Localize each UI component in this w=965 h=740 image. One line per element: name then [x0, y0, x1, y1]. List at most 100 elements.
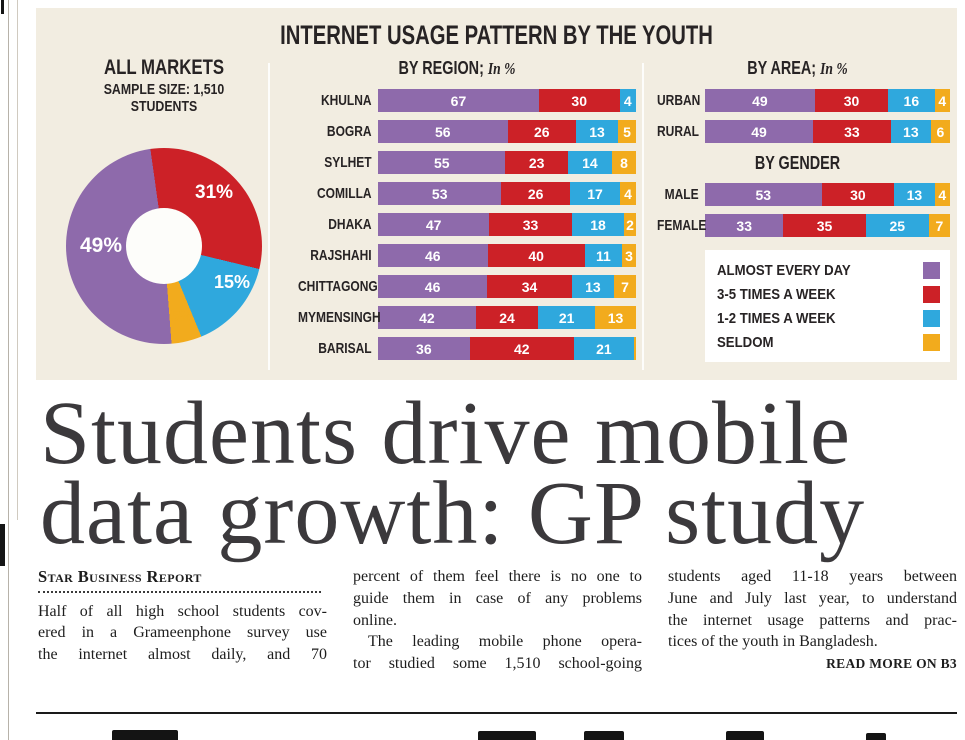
category-label: MALE [664, 186, 699, 203]
article-line: students aged 11-18 years between [668, 568, 957, 585]
bar-segment-1-2-times-a-week: 13 [571, 275, 614, 298]
article-line: tices of the youth in Bangladesh. [668, 633, 878, 651]
bar-segment-seldom: 4 [934, 89, 950, 112]
bar-segment-3-5-times-a-week: 30 [538, 89, 620, 112]
bar-segment-1-2-times-a-week: 13 [890, 120, 931, 143]
article-line: guide them in case of any problems [353, 589, 642, 607]
bar-row: RAJSHAHI 46 40 11 3 [278, 244, 636, 267]
legend-swatch-3-5-times [923, 285, 940, 303]
article-line: tor studied some 1,510 school-going [353, 655, 642, 673]
article-column-text: percent of them feel there is no one to g… [353, 566, 642, 675]
bar-segment-3-5-times-a-week: 34 [487, 275, 572, 298]
read-more-note: READ MORE ON B3 [826, 656, 957, 672]
by-gender-header: BY GENDER [676, 153, 920, 174]
pie-label-almost-every-day: 49% [80, 234, 123, 257]
bar-row: DHAKA 47 33 18 2 [278, 213, 636, 236]
bar-segment-almost-every-day: 49 [705, 89, 815, 112]
bar-segment-almost-every-day: 46 [378, 244, 488, 267]
article-column-text: Half of all high school students cov-ere… [38, 601, 327, 666]
page-edge-rule [8, 0, 9, 740]
bar-row: URBAN 49 30 16 4 [645, 89, 950, 112]
article-column-text: students aged 11-18 years between June an… [668, 566, 957, 653]
article-line: The leading mobile phone opera- [368, 633, 642, 651]
bar-segment-1-2-times-a-week: 14 [567, 151, 612, 174]
article-line: Half of all high school students cov- [38, 602, 327, 620]
by-area-section: BY AREA; In % URBAN 49 30 16 4 RURAL 49 33 13 6 B… [645, 58, 951, 362]
bar-segment-seldom: 6 [930, 120, 950, 143]
by-area-header: BY AREA; In % [676, 58, 920, 79]
bar-row: CHITTAGONG 46 34 13 7 [278, 275, 636, 298]
legend-label-3-5-times: 3-5 TIMES A WEEK [717, 285, 836, 303]
infographic-title: INTERNET USAGE PATTERN BY THE YOUTH [280, 20, 713, 50]
bar-segment-3-5-times-a-week: 26 [507, 120, 576, 143]
bar-segment-seldom: 13 [594, 306, 636, 329]
article-column-1: Star Business Report Half of all high sc… [38, 566, 327, 675]
pie-label-3-5-times: 31% [195, 182, 234, 203]
bar-segment-seldom: 4 [934, 183, 951, 206]
category-label: BARISAL [318, 340, 372, 357]
bar-segment-seldom: 3 [622, 244, 636, 267]
bar-segment-seldom: 7 [613, 275, 636, 298]
cutoff-content-fragment [584, 731, 624, 740]
by-gender-bars: MALE 53 30 13 4 FEMALE 33 35 25 7 [645, 183, 951, 237]
bar-row: BARISAL 36 42 21 [278, 337, 636, 360]
bar-segment-1-2-times-a-week: 13 [576, 120, 619, 143]
category-label: SYLHET [324, 154, 372, 171]
headline-line2: data growth: GP study [40, 464, 866, 563]
bar-segment-seldom: 8 [611, 151, 636, 174]
by-area-unit: In % [820, 59, 848, 78]
article-column-3: students aged 11-18 years between June an… [668, 566, 957, 675]
legend-item: SELDOM [717, 330, 940, 354]
bar-segment-almost-every-day: 42 [378, 306, 476, 329]
stacked-bar: 56 26 13 5 [378, 120, 636, 143]
article-line: the internet usage patterns and prac- [668, 611, 957, 629]
stacked-bar: 46 40 11 3 [378, 244, 636, 267]
category-label: CHITTAGONG [298, 278, 378, 295]
donut-chart-wrap: 49% 31% 15% 5% [66, 148, 262, 344]
bar-segment-seldom: 7 [928, 214, 951, 237]
legend-label-seldom: SELDOM [717, 333, 774, 351]
category-label: FEMALE [657, 217, 707, 234]
cutoff-content-fragment [112, 730, 178, 740]
bar-segment-almost-every-day: 53 [378, 182, 502, 205]
stacked-bar: 47 33 18 2 [378, 213, 636, 236]
bar-segment-almost-every-day: 49 [705, 120, 813, 143]
bar-segment-1-2-times-a-week: 18 [571, 213, 625, 236]
bar-segment-1-2-times-a-week: 13 [894, 183, 935, 206]
bar-segment-3-5-times-a-week: 40 [487, 244, 585, 267]
stacked-bar: 53 26 17 4 [378, 182, 637, 205]
category-label: KHULNA [320, 92, 372, 109]
cutoff-content-fragment [726, 731, 764, 740]
by-region-unit: In % [487, 59, 516, 78]
bottom-rule [36, 712, 957, 714]
bar-row: FEMALE 33 35 25 7 [645, 214, 951, 237]
bar-row: MYMENSINGH 42 24 21 13 [278, 306, 636, 329]
bar-segment-3-5-times-a-week: 33 [812, 120, 891, 143]
stacked-bar: 53 30 13 4 [705, 183, 951, 206]
article-line: the internet almost daily, and 70 [38, 646, 327, 664]
bar-row: MALE 53 30 13 4 [645, 183, 951, 206]
donut-hole [126, 208, 202, 284]
bar-segment-almost-every-day: 53 [705, 183, 822, 206]
article-line: percent of them feel there is no one to [353, 568, 642, 585]
stacked-bar: 42 24 21 13 [378, 306, 636, 329]
all-markets-title: ALL MARKETS [103, 56, 225, 79]
bar-segment-3-5-times-a-week: 23 [505, 151, 568, 174]
sample-size-line1: SAMPLE SIZE: 1,510 [103, 82, 225, 98]
bar-segment-1-2-times-a-week: 21 [538, 306, 595, 329]
bar-segment-1-2-times-a-week: 21 [573, 337, 634, 360]
bar-row: RURAL 49 33 13 6 [645, 120, 950, 143]
bar-segment-seldom: 4 [620, 182, 637, 205]
category-label: COMILLA [316, 185, 372, 202]
bar-segment-1-2-times-a-week: 25 [865, 214, 929, 237]
category-label: URBAN [657, 92, 701, 109]
section-divider [642, 63, 644, 370]
stacked-bar: 33 35 25 7 [705, 214, 951, 237]
bar-segment-almost-every-day: 55 [378, 151, 506, 174]
donut-chart [66, 148, 262, 344]
cutoff-content-fragment [478, 731, 536, 740]
bar-segment-1-2-times-a-week: 16 [888, 89, 935, 112]
bar-row: BOGRA 56 26 13 5 [278, 120, 636, 143]
bar-segment-almost-every-day: 67 [378, 89, 539, 112]
article-line: ered in a Grameenphone survey use [38, 624, 327, 642]
